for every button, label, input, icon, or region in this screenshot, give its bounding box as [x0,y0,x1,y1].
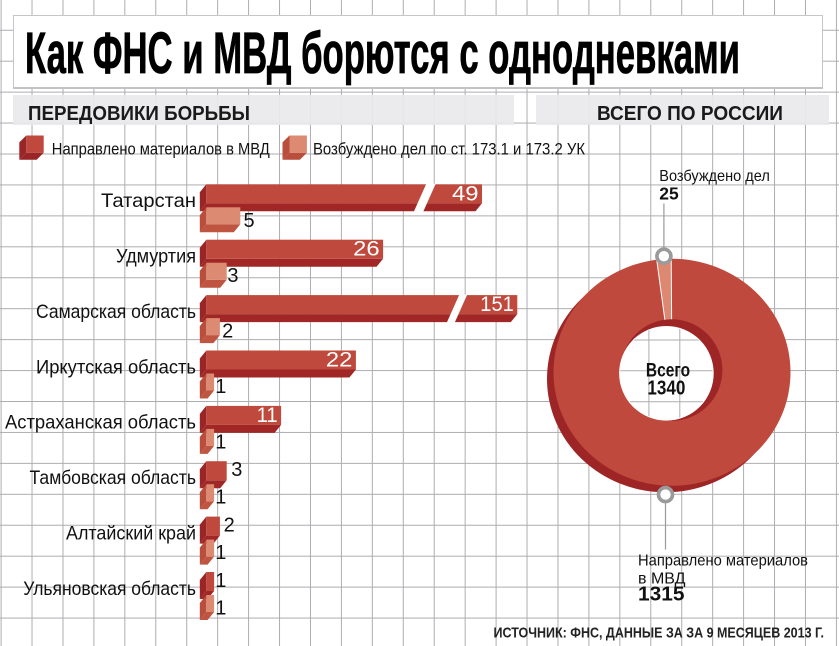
svg-text:Как ФНС и МВД борются с однодн: Как ФНС и МВД борются с однодневками [25,21,740,86]
svg-text:3: 3 [231,459,242,481]
svg-text:1: 1 [215,542,226,564]
svg-text:Иркутская область: Иркутская область [36,356,196,378]
svg-text:1: 1 [215,487,226,509]
svg-text:2: 2 [224,515,235,537]
svg-text:3: 3 [227,265,238,287]
svg-text:Тамбовская область: Тамбовская область [30,467,197,489]
svg-text:Направлено материалов в МВД: Направлено материалов в МВД [52,141,270,159]
svg-text:1: 1 [215,431,226,453]
svg-text:в МВД: в МВД [638,571,686,588]
svg-text:11: 11 [257,404,278,427]
svg-text:ПЕРЕДОВИКИ БОРЬБЫ: ПЕРЕДОВИКИ БОРЬБЫ [28,103,250,125]
svg-text:25: 25 [659,183,679,203]
svg-text:Всего: Всего [646,360,690,382]
svg-text:1: 1 [215,598,226,620]
svg-text:1: 1 [215,570,226,592]
svg-text:Татарстан: Татарстан [101,190,196,212]
svg-text:Ульяновская область: Ульяновская область [23,578,196,600]
svg-text:5: 5 [244,210,255,232]
svg-text:22: 22 [326,349,353,372]
svg-text:Возбуждено дел: Возбуждено дел [659,168,770,185]
svg-text:Возбуждено дел по ст. 173.1 и: Возбуждено дел по ст. 173.1 и 173.2 УК [313,141,585,159]
svg-text:1315: 1315 [638,583,685,606]
svg-text:Алтайский край: Алтайский край [66,522,196,544]
svg-text:Направлено материалов: Направлено материалов [638,553,808,570]
svg-text:ИСТОЧНИК: ФНС, ДАННЫЕ ЗА ЗА 9: ИСТОЧНИК: ФНС, ДАННЫЕ ЗА ЗА 9 МЕСЯЦЕВ 20… [494,625,825,642]
svg-text:26: 26 [353,238,380,261]
svg-text:1: 1 [215,376,226,398]
svg-text:Самарская область: Самарская область [36,301,196,323]
svg-text:1340: 1340 [647,377,685,400]
svg-text:2: 2 [222,321,233,343]
svg-text:Удмуртия: Удмуртия [116,246,196,268]
svg-text:151: 151 [480,293,514,316]
svg-text:Астраханская область: Астраханская область [5,412,196,434]
svg-text:49: 49 [452,182,479,205]
svg-text:ВСЕГО ПО РОССИИ: ВСЕГО ПО РОССИИ [597,103,783,125]
